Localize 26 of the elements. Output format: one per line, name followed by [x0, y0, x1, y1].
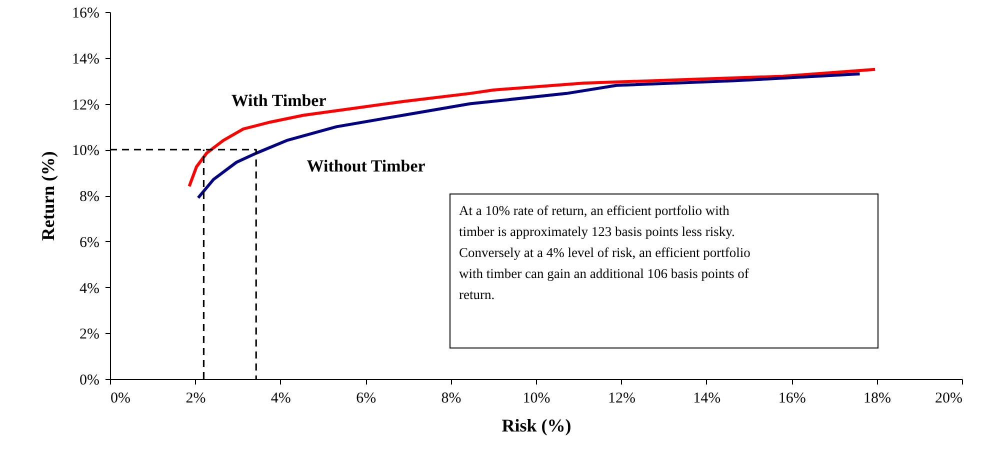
- x-tick-label: 8%: [441, 390, 462, 406]
- y-tick-label: 16%: [72, 6, 100, 22]
- x-tick-label: 14%: [693, 390, 721, 406]
- y-axis-title: Return (%): [38, 151, 58, 241]
- series-label: Without Timber: [306, 156, 426, 176]
- annotation: Conversely at a 4% level of risk, an efficient portfolio with timber can gain an additional 106 basis points of return.: [459, 245, 751, 302]
- annotation: At a 10% rate of return, an efficient portfolio with timber is approximately 123 basis points less risky.: [459, 203, 735, 239]
- x-tick-label: 10%: [522, 390, 550, 406]
- x-tick-label: 16%: [778, 390, 806, 406]
- series-label: With Timber: [231, 90, 327, 110]
- x-tick-label: 20%: [935, 390, 962, 406]
- x-tick-label: 18%: [864, 390, 892, 406]
- y-tick-label: 6%: [80, 234, 100, 251]
- y-tick-label: 0%: [80, 372, 100, 388]
- y-tick-label: 2%: [80, 326, 100, 343]
- x-tick-label: 6%: [356, 390, 376, 406]
- y-tick-label: 8%: [80, 189, 100, 205]
- y-tick-label: 14%: [72, 51, 100, 68]
- x-tick-label: 12%: [608, 390, 636, 406]
- x-tick-label: 2%: [186, 390, 206, 406]
- x-axis-title: Risk (%): [502, 416, 572, 436]
- x-tick-label: 0%: [110, 390, 130, 406]
- x-tick-label: 4%: [270, 390, 291, 406]
- y-tick-label: 10%: [72, 143, 100, 160]
- y-tick-label: 4%: [80, 280, 100, 297]
- y-tick-label: 12%: [72, 97, 100, 114]
